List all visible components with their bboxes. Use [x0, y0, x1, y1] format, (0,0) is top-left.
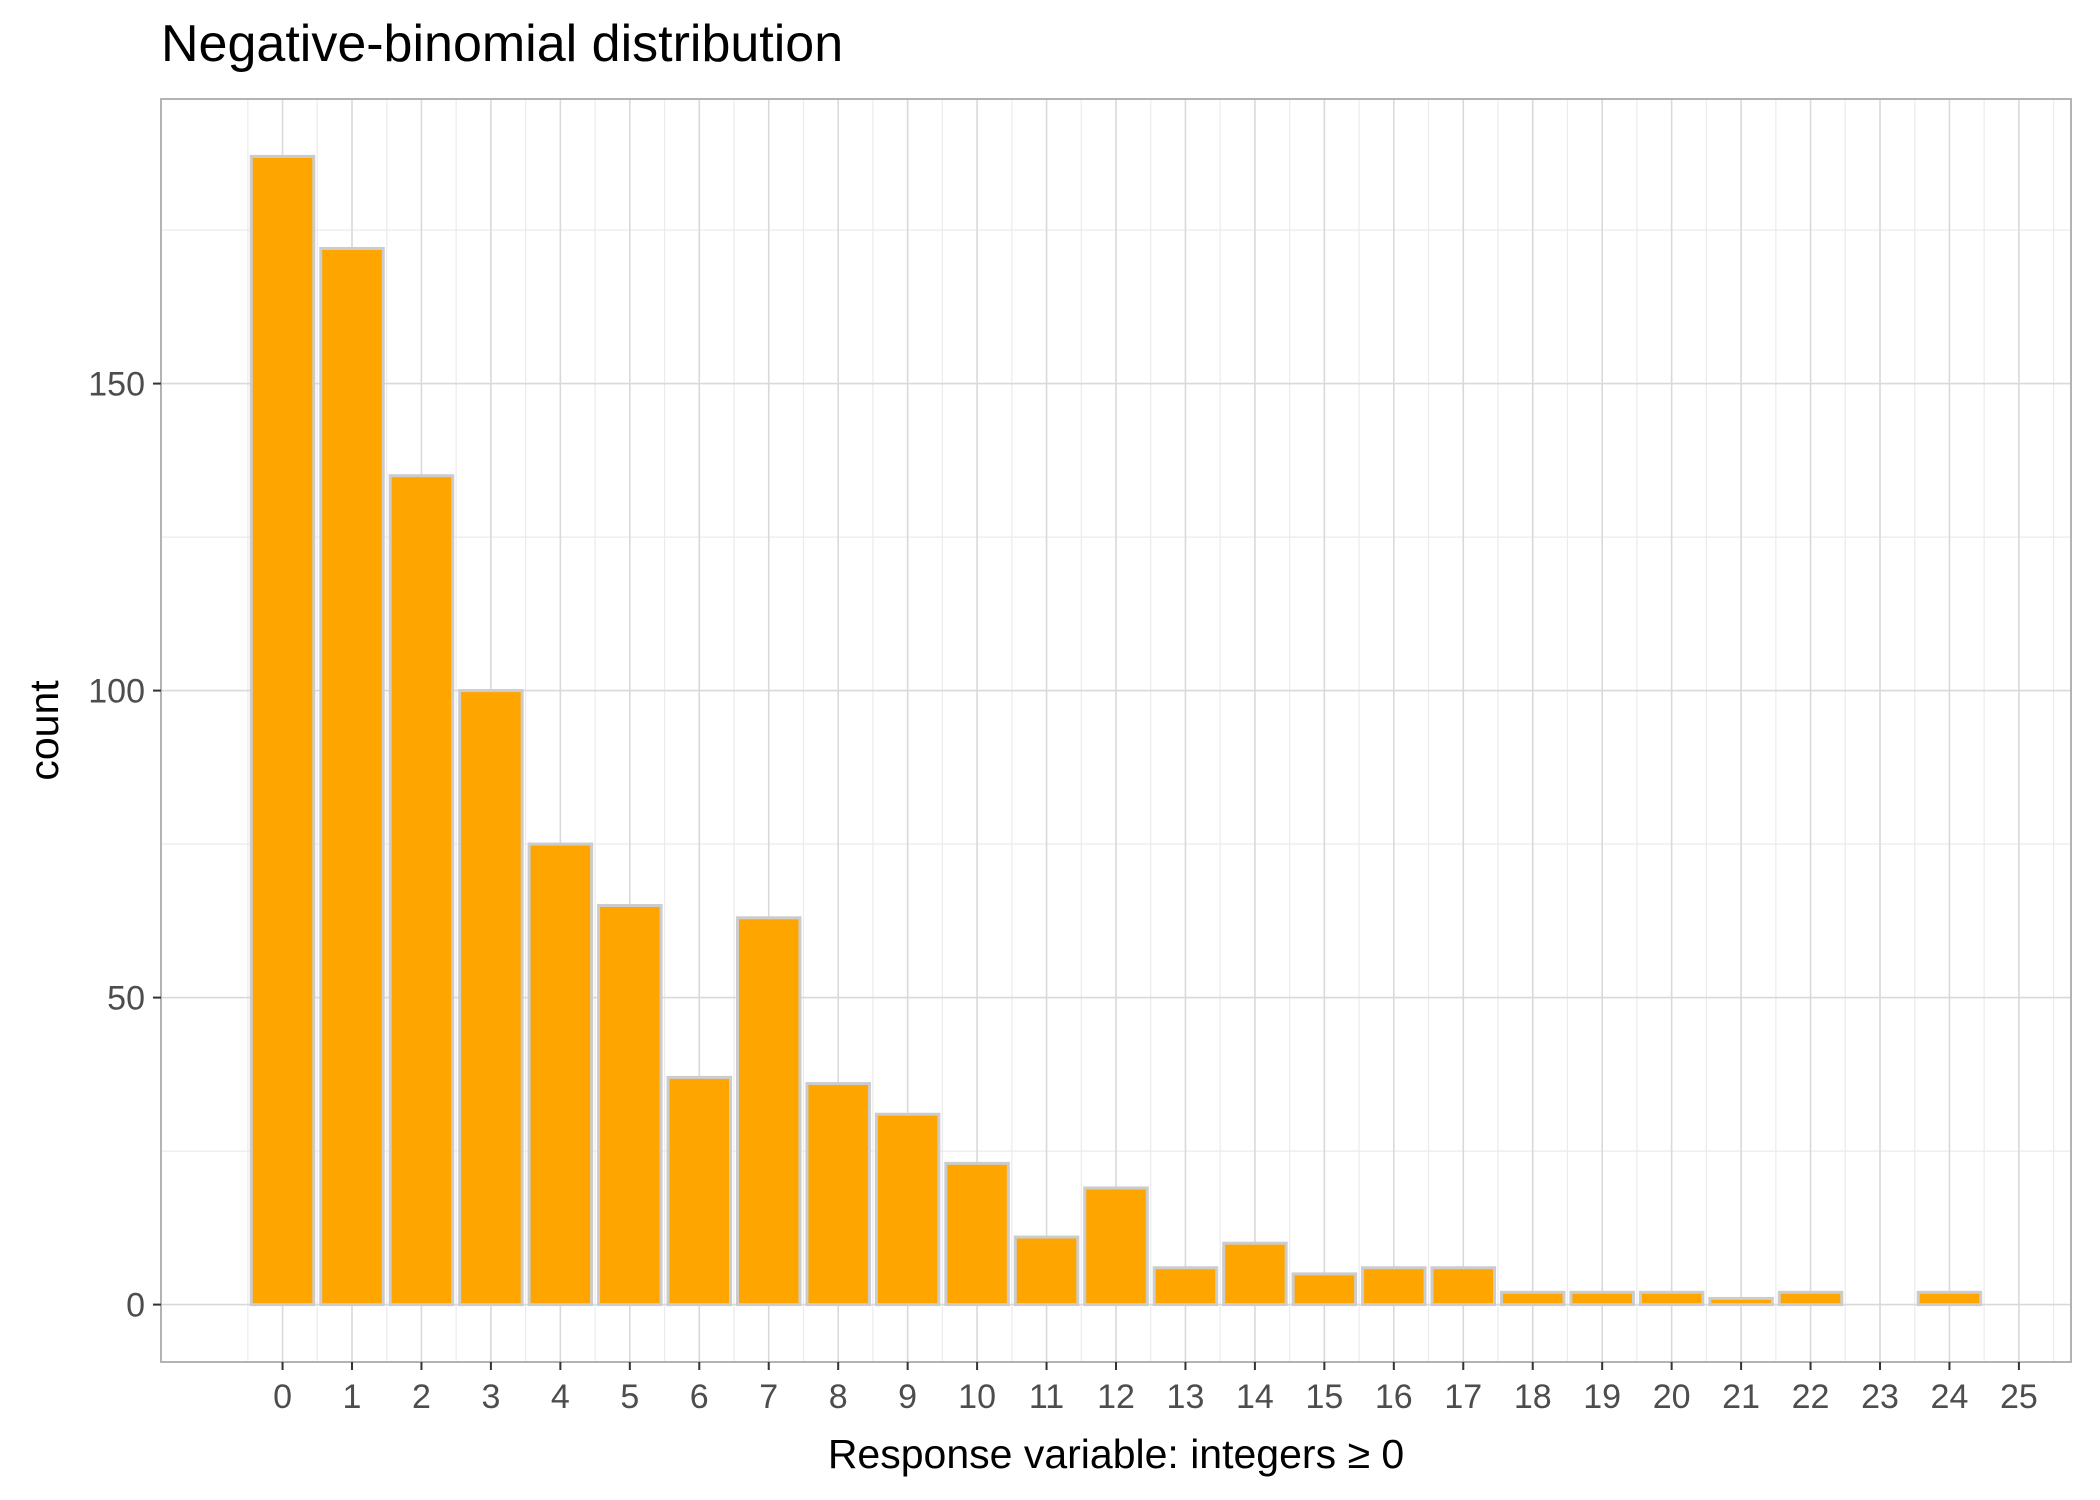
- bar-16: [1361, 1266, 1427, 1307]
- x-tick-label: 8: [829, 1378, 848, 1416]
- x-tick-label: 13: [1167, 1378, 1205, 1416]
- y-axis-title: count: [21, 680, 67, 781]
- x-tick-label: 21: [1722, 1378, 1760, 1416]
- bar-3: [458, 689, 524, 1307]
- bar-12: [1083, 1186, 1149, 1307]
- x-tick-label: 5: [620, 1378, 639, 1416]
- bar-19: [1569, 1290, 1635, 1307]
- x-tick-label: 10: [958, 1378, 996, 1416]
- x-tick-label: 3: [481, 1378, 500, 1416]
- x-tick-label: 15: [1305, 1378, 1343, 1416]
- x-tick-label: 23: [1861, 1378, 1899, 1416]
- x-tick-label: 9: [898, 1378, 917, 1416]
- x-tick-label: 2: [412, 1378, 431, 1416]
- x-axis-title: Response variable: integers ≥ 0: [828, 1431, 1404, 1477]
- x-axis: 0 1 2 3 4 5 6 7 8 9 10 11 12 13 14 15 16 17 18 19 20 21 22 23 24…: [273, 1362, 2038, 1416]
- bar-14: [1222, 1241, 1288, 1307]
- y-tick-label: 50: [107, 980, 145, 1018]
- bars: [249, 154, 1983, 1307]
- x-tick-label: 6: [690, 1378, 709, 1416]
- x-tick-label: 24: [1931, 1378, 1969, 1416]
- bar-4: [527, 842, 594, 1307]
- bar-2: [388, 474, 455, 1307]
- bar-7: [735, 916, 802, 1307]
- x-tick-label: 4: [551, 1378, 570, 1416]
- x-tick-label: 7: [759, 1378, 778, 1416]
- x-tick-label: 25: [2000, 1378, 2038, 1416]
- bar-8: [805, 1082, 871, 1307]
- x-tick-label: 11: [1029, 1378, 1064, 1416]
- x-tick-label: 12: [1097, 1378, 1135, 1416]
- bar-21: [1708, 1296, 1774, 1307]
- x-tick-label: 18: [1514, 1378, 1552, 1416]
- bar-24: [1916, 1290, 1983, 1307]
- x-tick-label: 16: [1375, 1378, 1413, 1416]
- x-tick-label: 0: [273, 1378, 292, 1416]
- bar-18: [1499, 1290, 1566, 1307]
- y-tick-label: 0: [126, 1287, 145, 1325]
- chart-title: Negative-binomial distribution: [161, 15, 844, 73]
- bar-0: [249, 154, 316, 1307]
- bar-1: [319, 247, 385, 1307]
- x-tick-label: 17: [1444, 1378, 1482, 1416]
- bar-17: [1430, 1266, 1497, 1307]
- x-tick-label: 14: [1236, 1378, 1274, 1416]
- x-tick-label: 19: [1583, 1378, 1621, 1416]
- bar-9: [874, 1112, 941, 1307]
- x-tick-label: 22: [1792, 1378, 1830, 1416]
- bar-22: [1777, 1290, 1844, 1307]
- bar-5: [597, 903, 663, 1307]
- bar-6: [666, 1075, 733, 1307]
- bar-15: [1291, 1272, 1358, 1307]
- bar-11: [1013, 1235, 1080, 1307]
- bar-10: [944, 1161, 1010, 1307]
- y-axis: 0 50 100 150: [88, 366, 161, 1325]
- y-tick-label: 100: [88, 673, 145, 711]
- bar-13: [1152, 1266, 1219, 1307]
- x-tick-label: 20: [1653, 1378, 1691, 1416]
- y-tick-label: 150: [88, 366, 145, 404]
- x-tick-label: 1: [343, 1378, 362, 1416]
- bar-20: [1638, 1290, 1705, 1307]
